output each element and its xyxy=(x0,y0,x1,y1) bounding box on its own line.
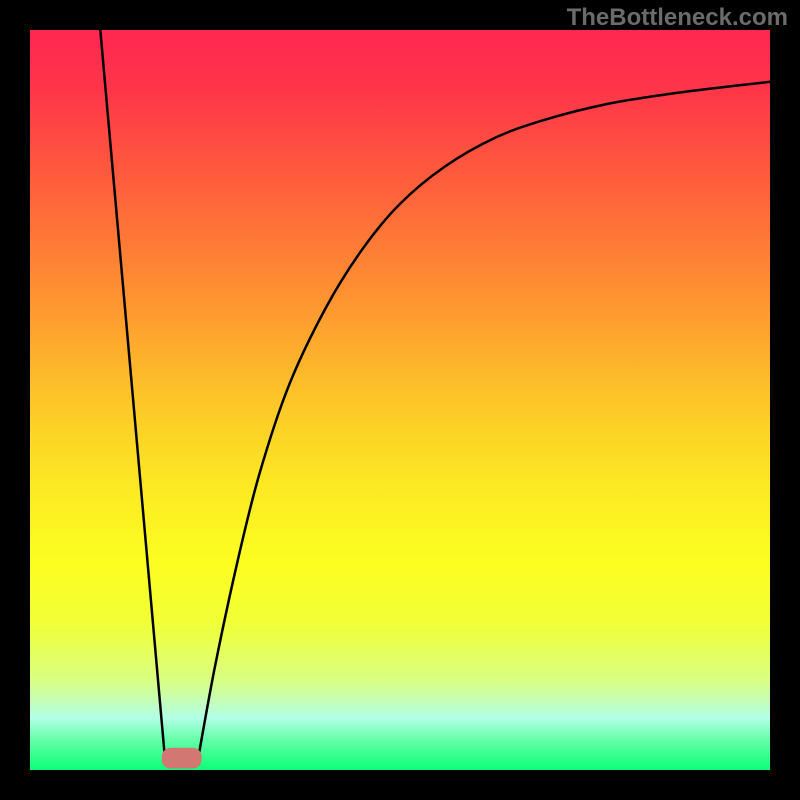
bottleneck-marker xyxy=(162,748,202,769)
chart-frame: TheBottleneck.com xyxy=(0,0,800,800)
watermark-text: TheBottleneck.com xyxy=(567,4,788,32)
chart-svg xyxy=(0,0,800,800)
plot-background xyxy=(30,30,770,770)
